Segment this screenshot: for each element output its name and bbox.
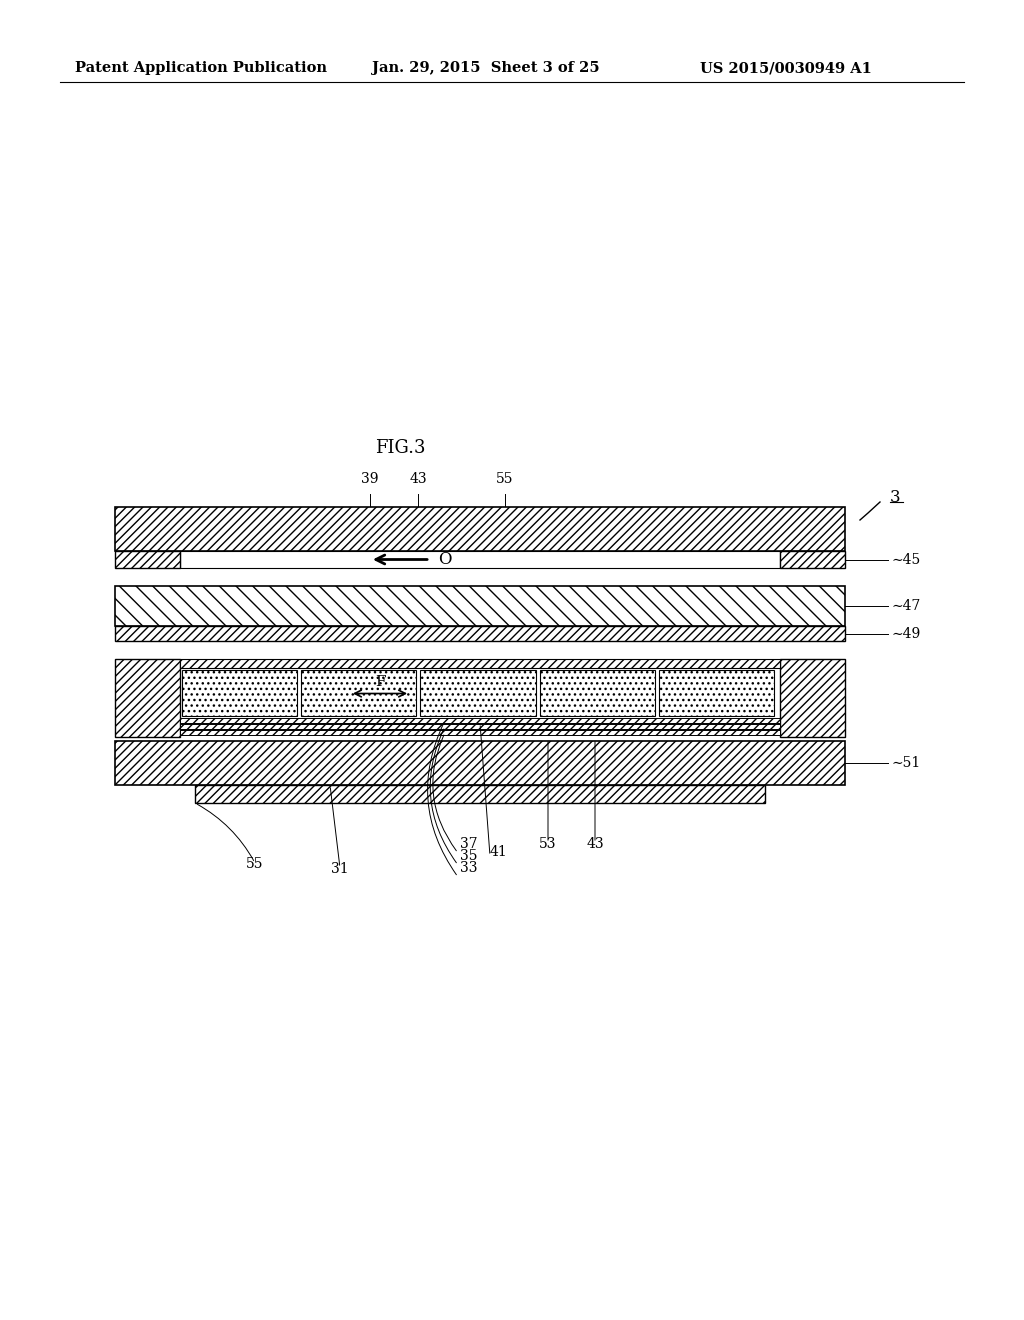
Bar	[421, 671, 536, 715]
Bar	[182, 671, 297, 715]
Text: FIG.3: FIG.3	[375, 440, 425, 457]
Text: O: O	[438, 550, 452, 568]
Bar	[115, 741, 845, 785]
Text: 31: 31	[331, 862, 349, 876]
Text: ∼49: ∼49	[892, 627, 922, 640]
Text: US 2015/0030949 A1: US 2015/0030949 A1	[700, 61, 871, 75]
Text: 37: 37	[460, 837, 477, 851]
Text: 39: 39	[361, 473, 379, 486]
Text: 3: 3	[890, 488, 901, 506]
Bar	[780, 659, 845, 737]
Bar	[780, 550, 845, 568]
Text: ∼51: ∼51	[892, 756, 922, 770]
Bar	[115, 659, 180, 737]
Bar	[115, 586, 845, 626]
Bar	[540, 671, 654, 715]
Bar	[180, 723, 780, 729]
Bar	[115, 626, 845, 642]
Bar	[195, 785, 765, 803]
Text: ∼47: ∼47	[892, 599, 922, 612]
Bar	[115, 550, 180, 568]
Bar	[301, 671, 417, 715]
Text: 41: 41	[490, 845, 508, 859]
Text: 55: 55	[246, 857, 264, 871]
Text: ∼45: ∼45	[892, 553, 922, 566]
Text: 43: 43	[586, 837, 604, 851]
Text: 43: 43	[410, 473, 427, 486]
Text: 35: 35	[460, 849, 477, 863]
Bar	[180, 730, 780, 735]
Text: 53: 53	[540, 837, 557, 851]
Text: F: F	[375, 675, 385, 689]
Text: 33: 33	[460, 861, 477, 875]
Bar	[658, 671, 774, 715]
Bar	[180, 659, 780, 668]
Text: 55: 55	[497, 473, 514, 486]
Bar	[180, 550, 780, 568]
Bar	[115, 507, 845, 550]
Text: Jan. 29, 2015  Sheet 3 of 25: Jan. 29, 2015 Sheet 3 of 25	[372, 61, 600, 75]
Text: Patent Application Publication: Patent Application Publication	[75, 61, 327, 75]
Bar	[180, 718, 780, 723]
